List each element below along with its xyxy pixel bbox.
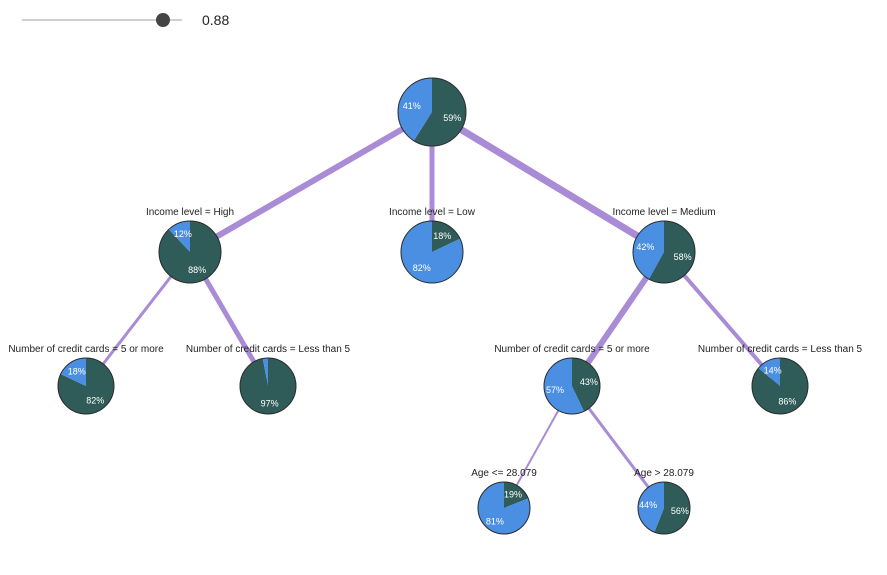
pct-label: 86% bbox=[778, 397, 796, 407]
node-label: Income level = Medium bbox=[612, 207, 715, 218]
node-label: Number of credit cards = 5 or more bbox=[8, 344, 164, 355]
tree-node[interactable]: Number of credit cards = Less than 5 86% 1… bbox=[698, 344, 863, 414]
tree-node[interactable]: Income level = High 88% 12% bbox=[146, 207, 234, 283]
pct-label: 82% bbox=[413, 263, 431, 273]
pct-label: 19% bbox=[504, 490, 522, 500]
pct-label: 43% bbox=[580, 377, 598, 387]
pct-label: 97% bbox=[261, 398, 279, 408]
pct-label: 42% bbox=[636, 242, 654, 252]
pct-label: 82% bbox=[86, 396, 104, 406]
pct-label: 57% bbox=[546, 385, 564, 395]
tree-node[interactable]: 59% 41% bbox=[398, 78, 466, 146]
pct-label: 14% bbox=[764, 365, 782, 375]
pct-label: 56% bbox=[671, 506, 689, 516]
node-label: Number of credit cards = Less than 5 bbox=[698, 344, 863, 355]
pct-label: 88% bbox=[188, 265, 206, 275]
node-label: Income level = High bbox=[146, 207, 234, 218]
tree-node[interactable]: Number of credit cards = 5 or more 82% 18% bbox=[8, 344, 164, 414]
node-label: Age <= 28.079 bbox=[471, 468, 537, 479]
node-label: Age > 28.079 bbox=[634, 468, 694, 479]
tree-node[interactable]: Age <= 28.079 19% 81% bbox=[471, 468, 537, 534]
node-label: Number of credit cards = Less than 5 bbox=[186, 344, 351, 355]
node-label: Number of credit cards = 5 or more bbox=[494, 344, 650, 355]
tree-edge bbox=[432, 112, 664, 252]
pct-label: 58% bbox=[674, 252, 692, 262]
node-label: Income level = Low bbox=[389, 207, 476, 218]
pct-label: 81% bbox=[486, 516, 504, 526]
tree-node[interactable]: Number of credit cards = 5 or more 43% 57% bbox=[494, 344, 650, 414]
pct-label: 41% bbox=[403, 101, 421, 111]
decision-tree: 59%41%Income level = High88%12%Income le… bbox=[0, 0, 887, 575]
tree-node[interactable]: Age > 28.079 56% 44% bbox=[634, 468, 694, 534]
tree-node[interactable]: Income level = Medium 58% 42% bbox=[612, 207, 715, 283]
pct-label: 18% bbox=[68, 366, 86, 376]
pct-label: 12% bbox=[174, 229, 192, 239]
pct-label: 44% bbox=[639, 500, 657, 510]
tree-edge bbox=[190, 112, 432, 252]
tree-node[interactable]: Number of credit cards = Less than 5 97% bbox=[186, 344, 351, 414]
pct-label: 59% bbox=[443, 113, 461, 123]
pct-label: 18% bbox=[433, 231, 451, 241]
